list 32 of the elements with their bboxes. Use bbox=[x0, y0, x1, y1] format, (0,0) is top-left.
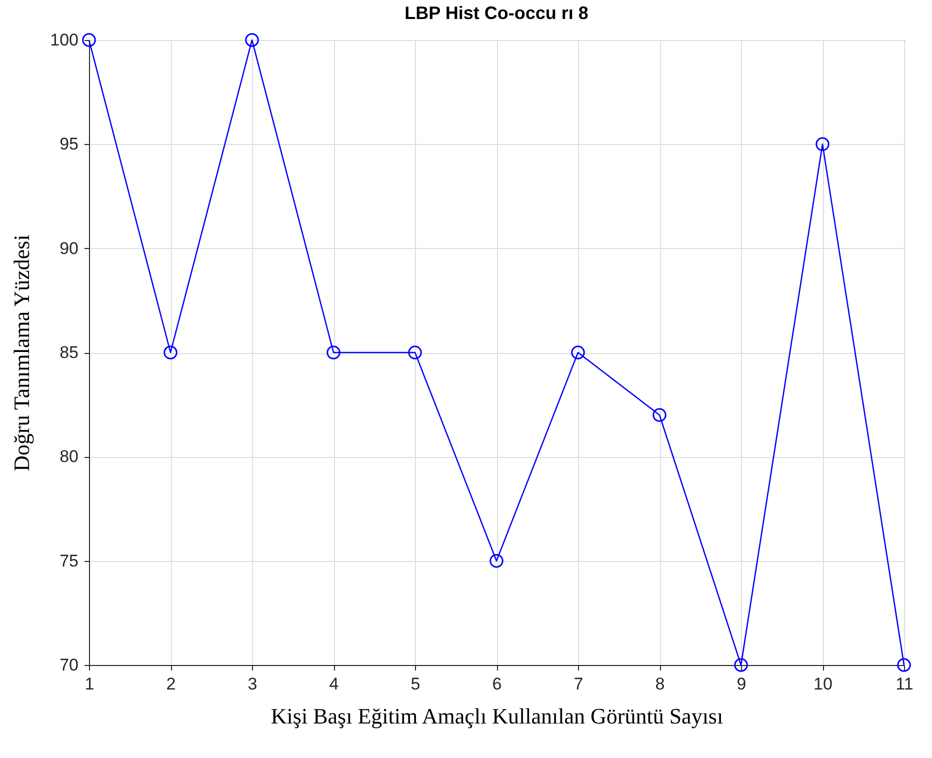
x-tick-label: 6 bbox=[492, 674, 502, 694]
y-axis-title: Doğru Tanımlama Yüzdesi bbox=[9, 234, 34, 472]
point bbox=[245, 33, 259, 47]
y-tick-label: 85 bbox=[60, 343, 78, 362]
x-tick-label: 9 bbox=[736, 674, 746, 694]
y-tick-label: 100 bbox=[50, 30, 78, 50]
x-tick-label: 10 bbox=[814, 674, 832, 694]
y-tick-label: 70 bbox=[60, 656, 78, 674]
point bbox=[408, 346, 422, 360]
point bbox=[652, 408, 666, 422]
y-tick-label: 80 bbox=[60, 447, 78, 466]
x-axis-title: Kişi Başı Eğitim Amaçlı Kullanılan Görüntü Sayısı bbox=[270, 704, 724, 728]
point bbox=[734, 658, 748, 672]
x-tick-label: 4 bbox=[329, 674, 339, 694]
y-tick-label: 95 bbox=[60, 134, 78, 154]
x-tick-label: 8 bbox=[655, 674, 665, 694]
point bbox=[82, 33, 96, 47]
x-tick-label: 7 bbox=[574, 674, 584, 694]
point bbox=[164, 346, 178, 360]
x-tick-label: 11 bbox=[896, 674, 914, 694]
x-tick-label: 2 bbox=[166, 674, 176, 694]
x-tick-label: 1 bbox=[84, 674, 94, 694]
point bbox=[490, 554, 504, 568]
x-tick-label: 5 bbox=[410, 674, 420, 694]
y-tick-label: 75 bbox=[60, 551, 78, 570]
point bbox=[571, 346, 585, 360]
y-tick-label: 90 bbox=[60, 238, 78, 258]
point bbox=[816, 137, 830, 152]
point bbox=[326, 346, 340, 360]
point bbox=[897, 658, 911, 672]
chart-title: LBP Hist Co-occu rı 8 bbox=[404, 2, 588, 23]
x-tick-label: 3 bbox=[248, 674, 258, 694]
